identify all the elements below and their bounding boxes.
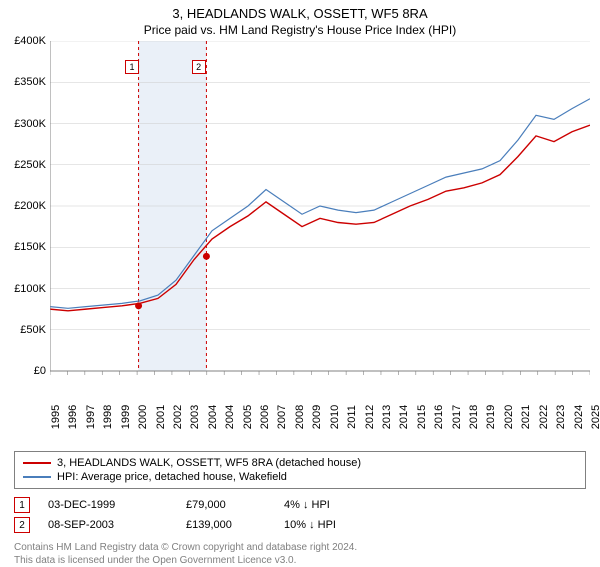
x-axis-label: 2018 xyxy=(468,405,480,429)
x-axis-label: 1996 xyxy=(67,405,79,429)
sale-marker-icon: 1 xyxy=(14,497,30,513)
sale-record-row: 2 08-SEP-2003 £139,000 10% ↓ HPI xyxy=(14,515,586,535)
y-axis-label: £200K xyxy=(14,200,46,212)
y-axis-label: £0 xyxy=(34,365,46,377)
y-axis-label: £100K xyxy=(14,283,46,295)
x-axis-label: 2020 xyxy=(503,405,515,429)
x-axis-label: 2006 xyxy=(259,405,271,429)
x-axis-label: 2021 xyxy=(520,405,532,429)
page-title: 3, HEADLANDS WALK, OSSETT, WF5 8RA xyxy=(0,0,600,21)
footer-line2: This data is licensed under the Open Gov… xyxy=(14,554,586,567)
sale-diff-vs-hpi: 4% ↓ HPI xyxy=(284,499,384,511)
x-axis-label: 2012 xyxy=(364,405,376,429)
sale-date: 08-SEP-2003 xyxy=(48,519,168,531)
x-axis-label: 2008 xyxy=(294,405,306,429)
y-axis-label: £400K xyxy=(14,35,46,47)
footer-line1: Contains HM Land Registry data © Crown c… xyxy=(14,541,586,554)
chart-annotation-marker: 2 xyxy=(192,60,206,74)
x-axis-label: 2022 xyxy=(538,405,550,429)
x-axis-label: 2014 xyxy=(398,405,410,429)
x-axis-label: 2016 xyxy=(433,405,445,429)
chart-container: 3, HEADLANDS WALK, OSSETT, WF5 8RA Price… xyxy=(0,0,600,560)
line-chart xyxy=(50,41,590,411)
y-axis-label: £150K xyxy=(14,241,46,253)
x-axis-label: 1997 xyxy=(85,405,97,429)
sales-table: 1 03-DEC-1999 £79,000 4% ↓ HPI 2 08-SEP-2003 £… xyxy=(14,495,586,535)
sale-price: £79,000 xyxy=(186,499,266,511)
x-axis-label: 2017 xyxy=(451,405,463,429)
sale-date: 03-DEC-1999 xyxy=(48,499,168,511)
x-axis-label: 2004 xyxy=(207,405,219,429)
y-axis-label: £300K xyxy=(14,118,46,130)
x-axis-label: 2015 xyxy=(416,405,428,429)
x-axis-label: 2024 xyxy=(573,405,585,429)
x-axis-label: 1998 xyxy=(102,405,114,429)
x-axis-label: 2011 xyxy=(346,405,358,429)
x-axis-label: 2023 xyxy=(555,405,567,429)
y-axis-label: £350K xyxy=(14,76,46,88)
x-axis-label: 2019 xyxy=(485,405,497,429)
chart-plot-area: £0£50K£100K£150K£200K£250K£300K£350K£400… xyxy=(50,41,590,411)
legend-item: 3, HEADLANDS WALK, OSSETT, WF5 8RA (deta… xyxy=(23,456,577,470)
y-axis-label: £250K xyxy=(14,159,46,171)
x-axis-label: 2010 xyxy=(329,405,341,429)
legend-color-swatch xyxy=(23,462,51,464)
legend-label: HPI: Average price, detached house, Wake… xyxy=(57,471,287,483)
legend-item: HPI: Average price, detached house, Wake… xyxy=(23,470,577,484)
sale-price: £139,000 xyxy=(186,519,266,531)
page-subtitle: Price paid vs. HM Land Registry's House … xyxy=(0,21,600,41)
x-axis-label: 1995 xyxy=(50,405,62,429)
x-axis-label: 2002 xyxy=(172,405,184,429)
x-axis-label: 2009 xyxy=(311,405,323,429)
x-axis-label: 2003 xyxy=(189,405,201,429)
legend-color-swatch xyxy=(23,476,51,478)
legend: 3, HEADLANDS WALK, OSSETT, WF5 8RA (deta… xyxy=(14,451,586,489)
x-axis-label: 1999 xyxy=(120,405,132,429)
x-axis-label: 2025 xyxy=(590,405,600,429)
x-axis-label: 2000 xyxy=(137,405,149,429)
x-axis-label: 2004 xyxy=(224,405,236,429)
sale-record-row: 1 03-DEC-1999 £79,000 4% ↓ HPI xyxy=(14,495,586,515)
chart-annotation-marker: 1 xyxy=(125,60,139,74)
x-axis-label: 2013 xyxy=(381,405,393,429)
sale-diff-vs-hpi: 10% ↓ HPI xyxy=(284,519,384,531)
y-axis-label: £50K xyxy=(20,324,46,336)
x-axis-label: 2005 xyxy=(242,405,254,429)
x-axis-label: 2007 xyxy=(276,405,288,429)
legend-label: 3, HEADLANDS WALK, OSSETT, WF5 8RA (deta… xyxy=(57,457,361,469)
footer-attribution: Contains HM Land Registry data © Crown c… xyxy=(14,541,586,567)
sale-marker-icon: 2 xyxy=(14,517,30,533)
x-axis-label: 2001 xyxy=(155,405,167,429)
